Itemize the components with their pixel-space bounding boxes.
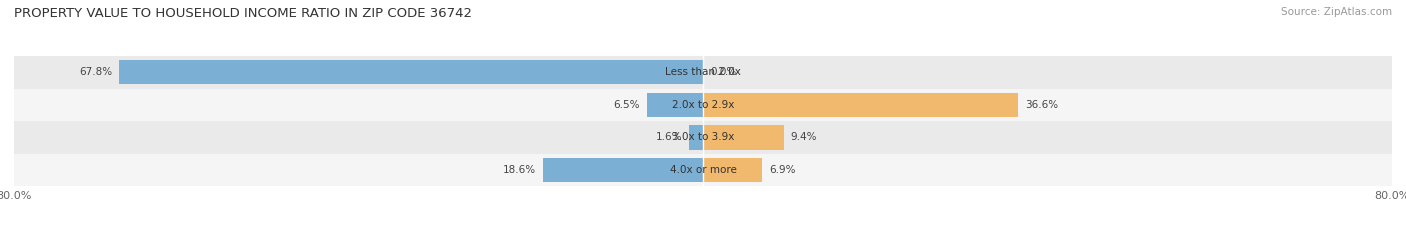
Bar: [14, 56, 1392, 89]
Text: 36.6%: 36.6%: [1025, 100, 1059, 110]
Text: 3.0x to 3.9x: 3.0x to 3.9x: [672, 133, 734, 142]
Text: PROPERTY VALUE TO HOUSEHOLD INCOME RATIO IN ZIP CODE 36742: PROPERTY VALUE TO HOUSEHOLD INCOME RATIO…: [14, 7, 472, 20]
Text: 6.5%: 6.5%: [613, 100, 640, 110]
Bar: [647, 93, 703, 117]
Text: 4.0x or more: 4.0x or more: [669, 165, 737, 175]
Text: 18.6%: 18.6%: [503, 165, 536, 175]
Text: 67.8%: 67.8%: [79, 67, 112, 77]
Bar: [14, 121, 1392, 154]
Text: 6.9%: 6.9%: [769, 165, 796, 175]
Bar: [120, 60, 703, 85]
Bar: [14, 154, 1392, 186]
Bar: [703, 93, 1018, 117]
Text: Less than 2.0x: Less than 2.0x: [665, 67, 741, 77]
Text: Source: ZipAtlas.com: Source: ZipAtlas.com: [1281, 7, 1392, 17]
Bar: [543, 158, 703, 182]
Bar: [14, 89, 1392, 121]
Text: 2.0x to 2.9x: 2.0x to 2.9x: [672, 100, 734, 110]
Bar: [703, 125, 785, 150]
Text: 1.6%: 1.6%: [655, 133, 682, 142]
Bar: [689, 125, 703, 150]
Text: 9.4%: 9.4%: [790, 133, 817, 142]
Bar: [703, 158, 762, 182]
Text: 0.0%: 0.0%: [710, 67, 737, 77]
